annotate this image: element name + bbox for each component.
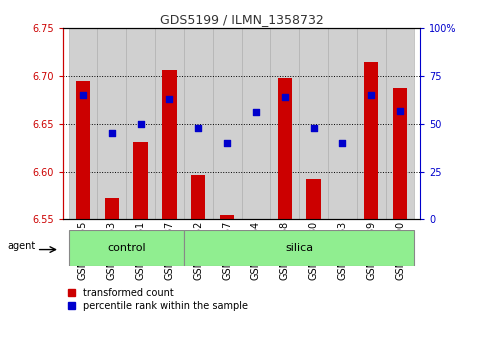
Bar	[249, 219, 263, 221]
Point	[194, 125, 202, 131]
Point	[223, 140, 231, 146]
Bar	[133, 142, 148, 219]
Point	[108, 131, 115, 136]
Bar	[105, 199, 119, 219]
Text: control: control	[107, 243, 145, 253]
Bar	[184, 230, 414, 266]
Bar	[364, 62, 378, 219]
Point	[79, 92, 87, 98]
Bar	[357, 28, 385, 219]
Bar	[155, 28, 184, 219]
Text: silica: silica	[285, 243, 313, 253]
Bar	[162, 70, 177, 219]
Legend: transformed count, percentile rank within the sample: transformed count, percentile rank withi…	[68, 288, 248, 311]
Bar	[270, 28, 299, 219]
Bar	[126, 28, 155, 219]
Bar	[299, 28, 328, 219]
Bar	[335, 218, 350, 219]
Bar	[306, 179, 321, 219]
Bar	[191, 175, 205, 219]
Bar	[213, 28, 242, 219]
Point	[310, 125, 317, 131]
Bar	[242, 28, 270, 219]
Bar	[220, 215, 234, 219]
Bar	[76, 81, 90, 219]
Bar	[328, 28, 357, 219]
Bar	[393, 87, 407, 219]
Point	[368, 92, 375, 98]
Point	[281, 94, 289, 100]
Bar	[69, 230, 184, 266]
Point	[166, 96, 173, 102]
Bar	[278, 78, 292, 219]
Text: agent: agent	[8, 241, 36, 251]
Title: GDS5199 / ILMN_1358732: GDS5199 / ILMN_1358732	[159, 13, 324, 26]
Point	[252, 110, 260, 115]
Point	[396, 108, 404, 113]
Point	[137, 121, 144, 127]
Bar	[98, 28, 126, 219]
Bar	[184, 28, 213, 219]
Point	[339, 140, 346, 146]
Bar	[69, 28, 98, 219]
Bar	[385, 28, 414, 219]
